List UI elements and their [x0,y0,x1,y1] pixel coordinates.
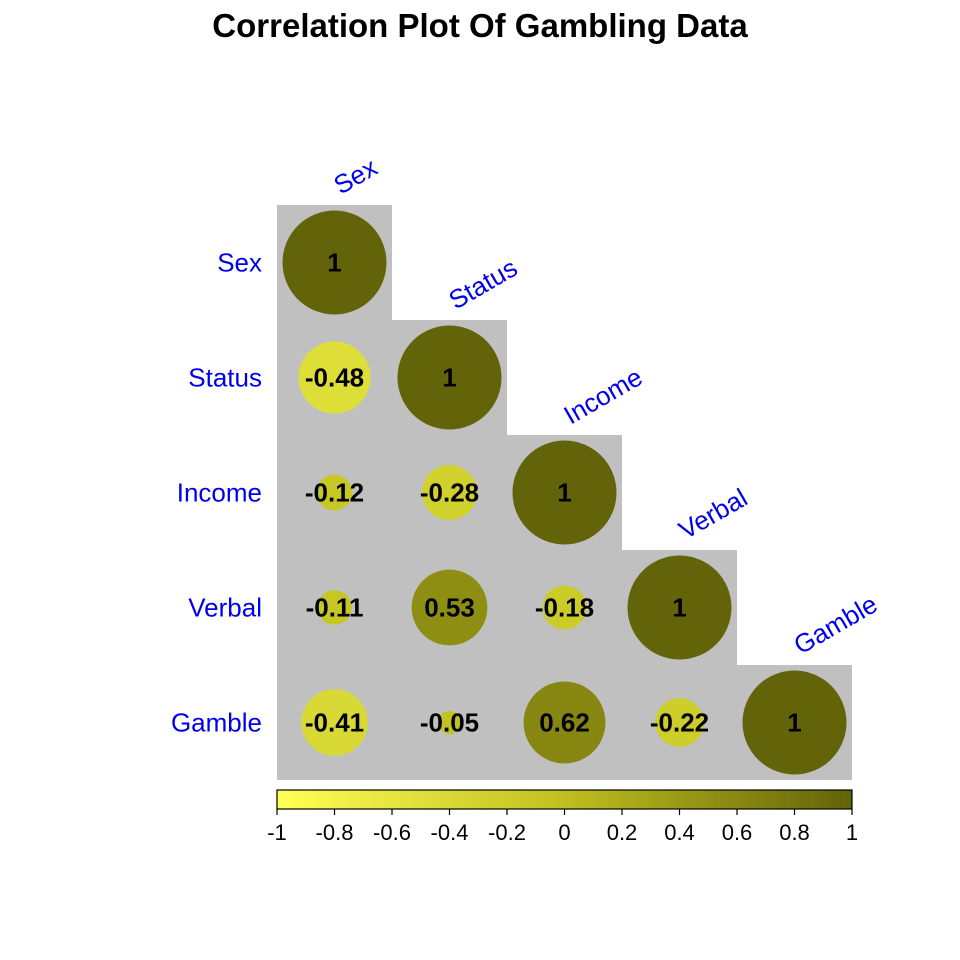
coefficient-label: -0.11 [306,593,364,623]
row-label: Verbal [188,593,262,623]
column-label: Gamble [789,589,883,661]
coefficient-labels: 1 -0.48 1 -0.12 -0.28 1 -0.11 0.53 -0.18 1 -0.41 -0… [305,248,802,738]
correlation-circle [316,474,353,511]
row-label: Status [188,363,262,393]
correlation-circle [655,698,704,747]
colorbar-tick-label: -0.8 [316,820,354,845]
correlation-circle [301,689,368,756]
row-label: Sex [217,248,262,278]
colorbar-tick-label: 0.4 [664,820,695,845]
correlation-circle [411,569,488,646]
colorbar-tick-label: -0.2 [488,820,526,845]
coefficient-label: 1 [787,708,801,738]
coefficient-label: -0.12 [305,478,364,508]
coefficient-label: -0.05 [420,708,479,738]
correlation-circle [437,710,462,735]
correlation-circle [282,210,387,315]
colorbar-tick-label: 0.2 [607,820,638,845]
row-labels: Sex Status Income Verbal Gamble [171,248,262,738]
coefficient-label: -0.28 [420,478,479,508]
coefficient-label: 0.53 [424,593,475,623]
column-label: Status [444,252,523,315]
colorbar-tick-label: 0 [558,820,570,845]
chart-title: Correlation Plot Of Gambling Data [212,7,748,44]
colorbar-tick-label: 0.6 [722,820,753,845]
coefficient-label: 1 [672,593,686,623]
colorbar-gradient [276,789,853,810]
column-label: Verbal [674,482,753,545]
circle-layer [282,210,847,775]
coefficient-label: -0.18 [535,593,594,623]
colorbar-tick-label: -0.6 [373,820,411,845]
correlation-circle [627,555,732,660]
row-label: Gamble [171,708,262,738]
coefficient-label: 1 [327,248,341,278]
correlation-circle [742,670,847,775]
correlation-circle [542,585,587,630]
correlation-circle [397,325,502,430]
coefficient-label: -0.41 [305,708,364,738]
correlation-circle [512,440,617,545]
colorbar: -1 -0.8 -0.6 -0.4 -0.2 0 0.2 0.4 0.6 0.8 1 [267,789,858,845]
correlation-circle [421,464,478,521]
coefficient-label: -0.48 [305,363,364,393]
coefficient-label: 1 [557,478,571,508]
row-label: Income [177,478,262,508]
column-label: Income [559,362,648,431]
colorbar-tick-label: 1 [846,820,858,845]
colorbar-tick-label: -0.4 [431,820,469,845]
correlation-circle [298,341,371,414]
colorbar-tick-label: 0.8 [779,820,810,845]
correlation-circle [523,681,606,764]
coefficient-label: 0.62 [539,708,590,738]
coefficient-label: 1 [442,363,456,393]
correlation-circle [317,590,352,625]
coefficient-label: -0.22 [650,708,709,738]
colorbar-tick-label: -1 [267,820,287,845]
column-label: Sex [329,152,383,200]
